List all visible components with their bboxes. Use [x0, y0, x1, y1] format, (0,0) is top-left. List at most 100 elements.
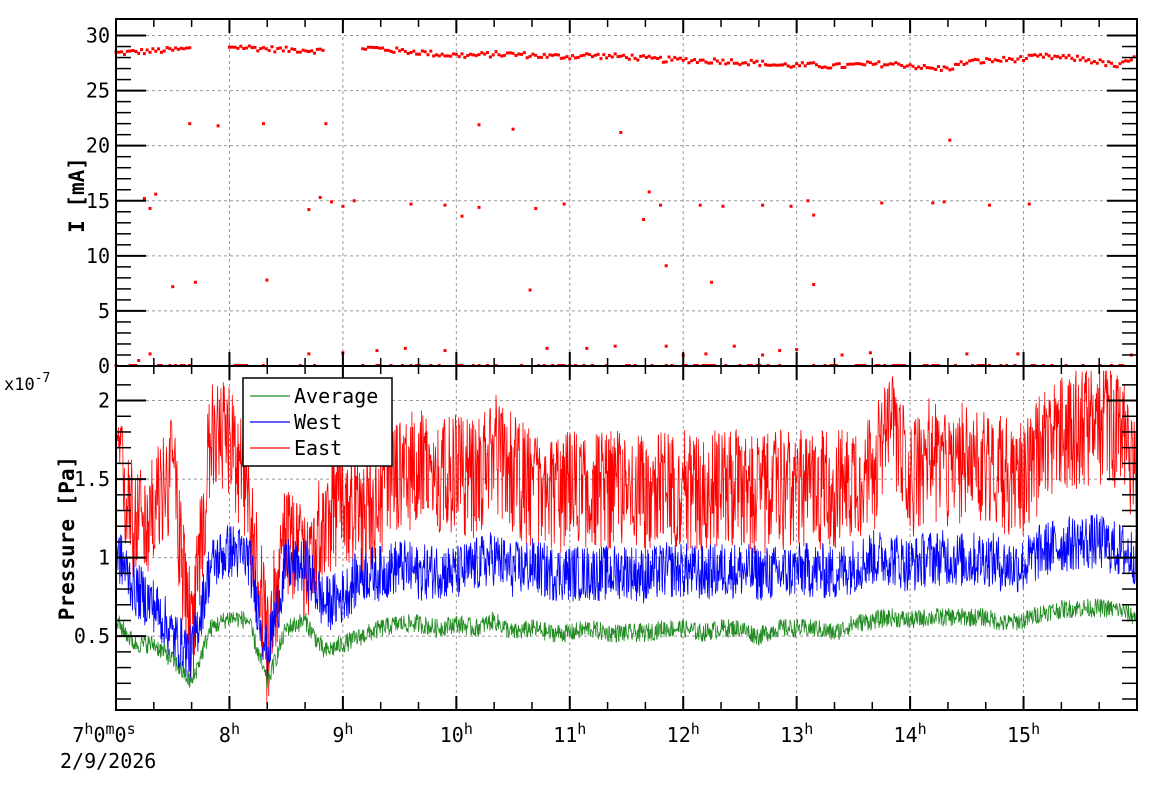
x-tick-label: 9h [332, 720, 353, 747]
current-outlier-point [307, 208, 311, 212]
legend-label-east: East [294, 436, 342, 460]
current-outlier-point [330, 200, 334, 204]
x-tick-label: 13h [780, 720, 813, 747]
current-outlier-point [642, 217, 646, 221]
current-outlier-point [154, 192, 158, 196]
current-outlier-point [528, 288, 532, 292]
current-outlier-point [732, 344, 736, 348]
top-pad-frame [115, 18, 1138, 367]
current-outlier-point [511, 127, 515, 131]
current-outlier-point [868, 351, 872, 355]
current-outlier-point [710, 280, 714, 284]
current-outlier-point [664, 264, 668, 268]
x-tick-label: 14h [894, 720, 927, 747]
current-outlier-point [948, 138, 952, 142]
current-outlier-point [460, 214, 464, 218]
current-outlier-point [795, 347, 799, 351]
bottom-pad-frame [115, 365, 1138, 711]
current-outlier-point [216, 124, 220, 128]
x-tick-label: 8h [219, 720, 240, 747]
current-outlier-point [840, 353, 844, 357]
current-outlier-point [1016, 352, 1020, 356]
current-outlier-point [443, 203, 447, 207]
series-line-average [115, 598, 1137, 689]
legend: Average West East [242, 377, 393, 467]
y-tick-label: 1.5 [74, 467, 110, 491]
y-tick-label: 10 [86, 244, 110, 268]
y-tick-label: 5 [98, 299, 110, 323]
x-tick-label: 15h [1007, 720, 1040, 747]
current-outlier-point [789, 204, 793, 208]
current-outlier-point [261, 122, 265, 126]
current-outlier-point [534, 206, 538, 210]
current-outlier-point [403, 346, 407, 350]
current-outlier-point [812, 282, 816, 286]
current-outlier-point [613, 344, 617, 348]
legend-label-west: West [294, 410, 342, 434]
x-tick-label: 10h [440, 720, 473, 747]
top-y-axis-label: I [mA] [65, 157, 89, 233]
current-outlier-point [341, 204, 345, 208]
y-tick-label: 20 [86, 134, 110, 158]
current-outlier-point [880, 201, 884, 205]
grid-lines [115, 19, 1137, 710]
current-outlier-point [931, 201, 935, 205]
current-outlier-point [148, 352, 152, 356]
x-tick-label: 11h [553, 720, 586, 747]
axes: 7h0m0s 8h 9h 10h 11h 12h 13h 14h 15h 0 5 10 15 20 25 30… [72, 19, 1137, 747]
current-outlier-point [307, 352, 311, 356]
date-label: 2/9/2026 [60, 749, 156, 773]
current-outlier-point [477, 123, 481, 127]
current-outlier-point [477, 205, 481, 209]
current-outlier-point [1027, 202, 1031, 206]
current-outlier-point [443, 349, 447, 353]
current-outlier-point [698, 203, 702, 207]
y-tick-label: 0 [98, 354, 110, 378]
current-outlier-point [812, 213, 816, 217]
current-outlier-point [619, 130, 623, 134]
current-outlier-point [352, 199, 356, 203]
pressure-plot-area [115, 370, 1138, 704]
current-outlier-point [761, 203, 765, 207]
y-tick-label: 25 [86, 79, 110, 103]
current-outlier-point [545, 346, 549, 350]
current-outlier-point [137, 358, 141, 362]
current-outlier-point [721, 204, 725, 208]
current-plot-area [114, 44, 1136, 368]
current-outlier-point [704, 352, 708, 356]
series-line-east [115, 370, 1138, 704]
current-outlier-point [761, 353, 765, 357]
current-outlier-point [409, 202, 413, 206]
y-tick-label: 30 [86, 24, 110, 48]
current-outlier-point [188, 122, 192, 126]
current-outlier-point [647, 190, 651, 194]
current-outlier-point [585, 346, 589, 350]
current-outlier-point [148, 206, 152, 210]
current-outlier-point [562, 202, 566, 206]
current-outlier-point [193, 280, 197, 284]
current-outlier-point [778, 349, 782, 353]
current-outlier-point [318, 195, 322, 199]
current-series-markers [114, 44, 1136, 368]
x-tick-label: 12h [667, 720, 700, 747]
current-outlier-point [664, 344, 668, 348]
legend-label-average: Average [294, 384, 378, 408]
current-outlier-point [375, 349, 379, 353]
y-tick-label: 0.5 [74, 624, 110, 648]
current-outlier-point [324, 122, 328, 126]
current-outlier-point [988, 203, 992, 207]
y-tick-label: 15 [86, 189, 110, 213]
current-outlier-point [806, 199, 810, 203]
series-line-west [115, 514, 1138, 682]
bottom-y-axis-label: Pressure [Pa] [55, 456, 79, 620]
x-tick-label: 7h0m0s [72, 720, 135, 747]
y-tick-label: 2 [98, 389, 110, 413]
current-outlier-point [171, 285, 175, 289]
current-outlier-point [142, 197, 146, 201]
current-outlier-point [659, 203, 663, 207]
current-outlier-point [265, 278, 269, 282]
y-tick-label: 1 [98, 546, 110, 570]
current-outlier-point [965, 352, 969, 356]
current-outlier-point [942, 200, 946, 204]
